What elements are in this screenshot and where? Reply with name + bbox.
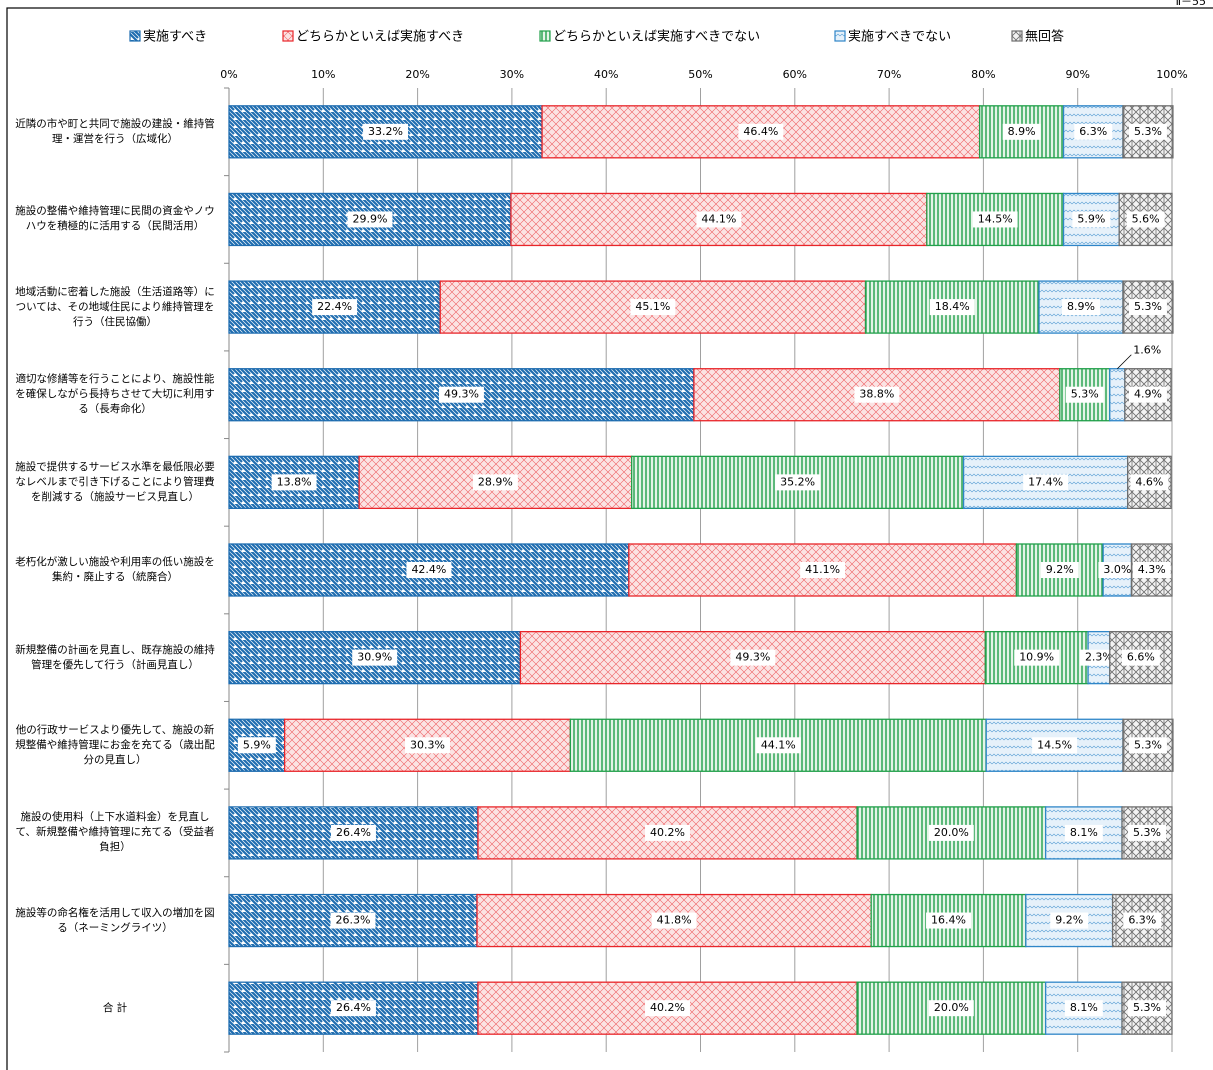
x-tick-label: 20% <box>405 68 429 81</box>
value-label: 4.9% <box>1134 388 1162 401</box>
legend-label: どちらかといえば実施すべき <box>296 29 464 45</box>
value-label: 20.0% <box>934 826 969 839</box>
value-label: 22.4% <box>317 300 352 313</box>
value-label: 30.3% <box>410 738 445 751</box>
category-label: 適切な修繕等を行うことにより、施設性能を確保しながら長持ちさせて大切に利用する（… <box>15 373 215 416</box>
legend-label: 実施すべき <box>143 29 207 45</box>
category-label: 新規整備の計画を見直し、既存施設の維持管理を優先して行う（計画見直し） <box>15 643 215 671</box>
value-label: 45.1% <box>635 300 670 313</box>
bar-segment <box>1109 368 1126 422</box>
x-tick-label: 10% <box>311 68 335 81</box>
value-label: 5.6% <box>1132 212 1160 225</box>
value-label: 5.3% <box>1133 826 1161 839</box>
category-label: 近隣の市や町と共同で施設の建設・維持管理・運営を行う（広域化） <box>15 117 215 145</box>
x-tick-label: 80% <box>971 68 995 81</box>
legend-swatch <box>129 30 141 42</box>
value-label: 33.2% <box>368 125 403 138</box>
value-label: 42.4% <box>411 563 446 576</box>
x-tick-label: 40% <box>594 68 618 81</box>
value-label: 5.3% <box>1134 300 1162 313</box>
category-label: 他の行政サービスより優先して、施設の新規整備や維持管理にお金を充てる（歳出配分の… <box>15 723 215 766</box>
value-label: 8.1% <box>1070 1001 1098 1014</box>
value-label: 10.9% <box>1019 651 1054 664</box>
value-label: 6.3% <box>1128 914 1156 927</box>
value-label: 20.0% <box>934 1001 969 1014</box>
value-label: 38.8% <box>859 388 894 401</box>
legend-swatch <box>282 30 294 42</box>
value-label: 14.5% <box>1037 738 1072 751</box>
value-label: 35.2% <box>780 475 815 488</box>
value-label: 9.2% <box>1055 914 1083 927</box>
value-label: 41.1% <box>805 563 840 576</box>
value-label: 8.9% <box>1008 125 1036 138</box>
x-tick-label: 0% <box>220 68 237 81</box>
x-tick-label: 100% <box>1156 68 1187 81</box>
value-label: 6.3% <box>1079 125 1107 138</box>
legend-label: どちらかといえば実施すべきでない <box>553 29 760 45</box>
value-label: 14.5% <box>978 212 1013 225</box>
value-label: 29.9% <box>353 212 388 225</box>
bar-segment <box>228 630 522 685</box>
legend-swatch <box>539 30 551 42</box>
category-label: 施設の整備や維持管理に民間の資金やノウハウを積極的に活用する（民間活用） <box>15 205 215 233</box>
value-label: 8.1% <box>1070 826 1098 839</box>
value-label: 49.3% <box>735 651 770 664</box>
value-label: 5.3% <box>1133 1001 1161 1014</box>
value-label: 41.8% <box>657 914 692 927</box>
value-label: 4.6% <box>1135 475 1163 488</box>
value-label: 5.9% <box>243 738 271 751</box>
value-label: 1.6% <box>1133 344 1161 357</box>
value-label: 26.3% <box>336 914 371 927</box>
category-label: 地域活動に密着した施設（生活道路等）については、その地域住民により維持管理を行う… <box>15 285 215 328</box>
value-label: 26.4% <box>336 826 371 839</box>
value-label: 17.4% <box>1028 475 1063 488</box>
value-label: 28.9% <box>478 475 513 488</box>
value-label: 6.6% <box>1127 651 1155 664</box>
bar-segment <box>1109 630 1173 685</box>
value-label: 5.3% <box>1071 388 1099 401</box>
value-label: 3.0% <box>1103 563 1131 576</box>
category-label: 合 計 <box>102 1001 128 1014</box>
x-tick-label: 90% <box>1065 68 1089 81</box>
value-label: 16.4% <box>931 914 966 927</box>
value-label: 26.4% <box>336 1001 371 1014</box>
value-label: 44.1% <box>761 738 796 751</box>
x-tick-label: 50% <box>688 68 712 81</box>
legend-label: 無回答 <box>1025 29 1064 45</box>
value-label: 4.3% <box>1138 563 1166 576</box>
legend-swatch <box>834 30 846 42</box>
value-label: 40.2% <box>650 826 685 839</box>
value-label: 5.3% <box>1134 125 1162 138</box>
category-label: 施設等の命名権を活用して収入の増加を図る（ネーミングライツ） <box>15 906 215 934</box>
value-label: 8.9% <box>1067 300 1095 313</box>
category-label: 老朽化が激しい施設や利用率の低い施設を集約・廃止する（統廃合） <box>15 556 215 583</box>
value-label: 49.3% <box>444 388 479 401</box>
value-label: 2.3% <box>1085 651 1113 664</box>
value-label: 44.1% <box>701 212 736 225</box>
frame <box>6 7 1213 1070</box>
value-label: 5.3% <box>1134 738 1162 751</box>
value-label: 40.2% <box>650 1001 685 1014</box>
x-tick-label: 70% <box>877 68 901 81</box>
value-label: 5.9% <box>1077 212 1105 225</box>
page-number: Ⅱ－55 <box>1176 0 1206 8</box>
value-label: 46.4% <box>743 125 778 138</box>
x-tick-label: 30% <box>500 68 524 81</box>
category-label: 施設の使用料（上下水道料金）を見直して、新規整備や維持管理に充てる（受益者負担） <box>15 811 215 854</box>
value-label: 30.9% <box>357 651 392 664</box>
x-tick-label: 60% <box>783 68 807 81</box>
category-label: 施設で提供するサービス水準を最低限必要なレベルまで引き下げることにより管理費を削… <box>15 460 215 503</box>
leader-line <box>1117 354 1132 370</box>
value-label: 9.2% <box>1046 563 1074 576</box>
bar-segment <box>1062 105 1124 159</box>
value-label: 13.8% <box>277 475 312 488</box>
legend-label: 実施すべきでない <box>848 29 951 45</box>
value-label: 18.4% <box>935 300 970 313</box>
legend-swatch <box>1011 30 1023 42</box>
